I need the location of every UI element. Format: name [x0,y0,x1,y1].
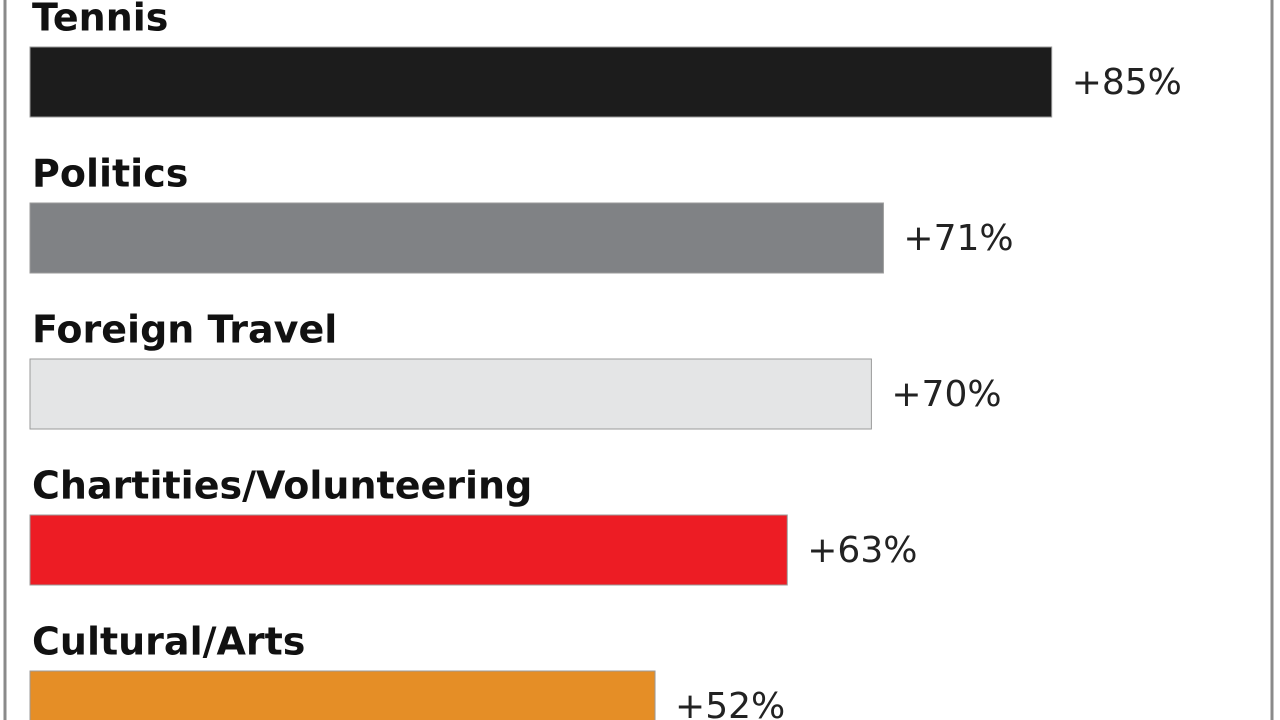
value-label: +63% [807,530,917,571]
category-label: Foreign Travel [32,308,337,352]
bar [29,46,1053,118]
bar [29,202,884,274]
value-label: +70% [891,374,1001,415]
category-label: Tennis [32,0,168,40]
category-label: Chartities/Volunteering [32,464,532,508]
value-label: +71% [903,218,1013,259]
frame [3,0,1274,720]
bar [29,514,788,586]
category-label: Cultural/Arts [32,620,305,664]
category-label: Politics [32,152,188,196]
bar [29,358,872,430]
value-label: +85% [1072,62,1182,103]
bar [29,670,656,720]
value-label: +52% [675,686,785,720]
